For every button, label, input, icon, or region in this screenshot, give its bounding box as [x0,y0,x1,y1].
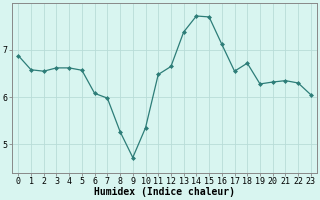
X-axis label: Humidex (Indice chaleur): Humidex (Indice chaleur) [94,187,235,197]
